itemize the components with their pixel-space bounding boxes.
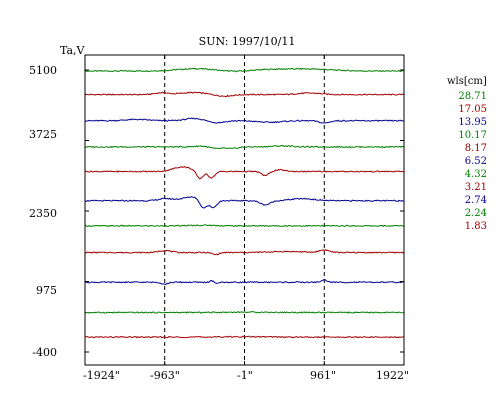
series-line <box>84 279 405 285</box>
series-traces <box>84 67 405 339</box>
legend-entry: 8.17 <box>464 143 487 154</box>
series-line <box>84 196 405 209</box>
x-tick-label: 1922" <box>376 369 410 382</box>
x-tick-label: -1924" <box>83 369 120 382</box>
x-tick-label: 961" <box>310 369 337 382</box>
legend-entry: 3.21 <box>464 182 487 193</box>
series-line <box>84 91 405 97</box>
series-line <box>84 117 405 124</box>
y-tick-label: 3725 <box>29 128 57 141</box>
legend-entry: 1.83 <box>464 221 487 232</box>
series-line <box>85 249 405 256</box>
series-line <box>84 144 405 150</box>
y-tick-label: 5100 <box>29 64 57 77</box>
y-tick-label: -400 <box>32 346 57 359</box>
chart-title: SUN: 1997/10/11 <box>198 35 296 48</box>
legend-entry: 17.05 <box>458 104 487 115</box>
legend-entry: 6.52 <box>464 156 487 167</box>
legend-entry: 2.24 <box>464 208 487 219</box>
legend-title: wls[cm] <box>447 76 487 87</box>
legend-entry: 10.17 <box>458 130 487 141</box>
legend-entry: 2.74 <box>464 195 487 206</box>
series-line <box>84 67 405 73</box>
series-line <box>84 335 405 339</box>
series-line <box>84 166 405 180</box>
legend-entry: 13.95 <box>458 117 487 128</box>
x-tick-label: -963" <box>150 369 180 382</box>
y-tick-label: 2350 <box>29 207 57 220</box>
vertical-reference-lines <box>164 55 325 365</box>
y-axis-label: Ta,V <box>60 44 85 57</box>
legend-entry: 4.32 <box>464 169 487 180</box>
legend-entry: 28.71 <box>458 91 487 102</box>
series-line <box>84 311 405 314</box>
series-line <box>84 224 405 228</box>
y-tick-label: 975 <box>36 284 57 297</box>
axis-ticks <box>84 55 405 365</box>
x-tick-label: -1" <box>237 369 253 382</box>
